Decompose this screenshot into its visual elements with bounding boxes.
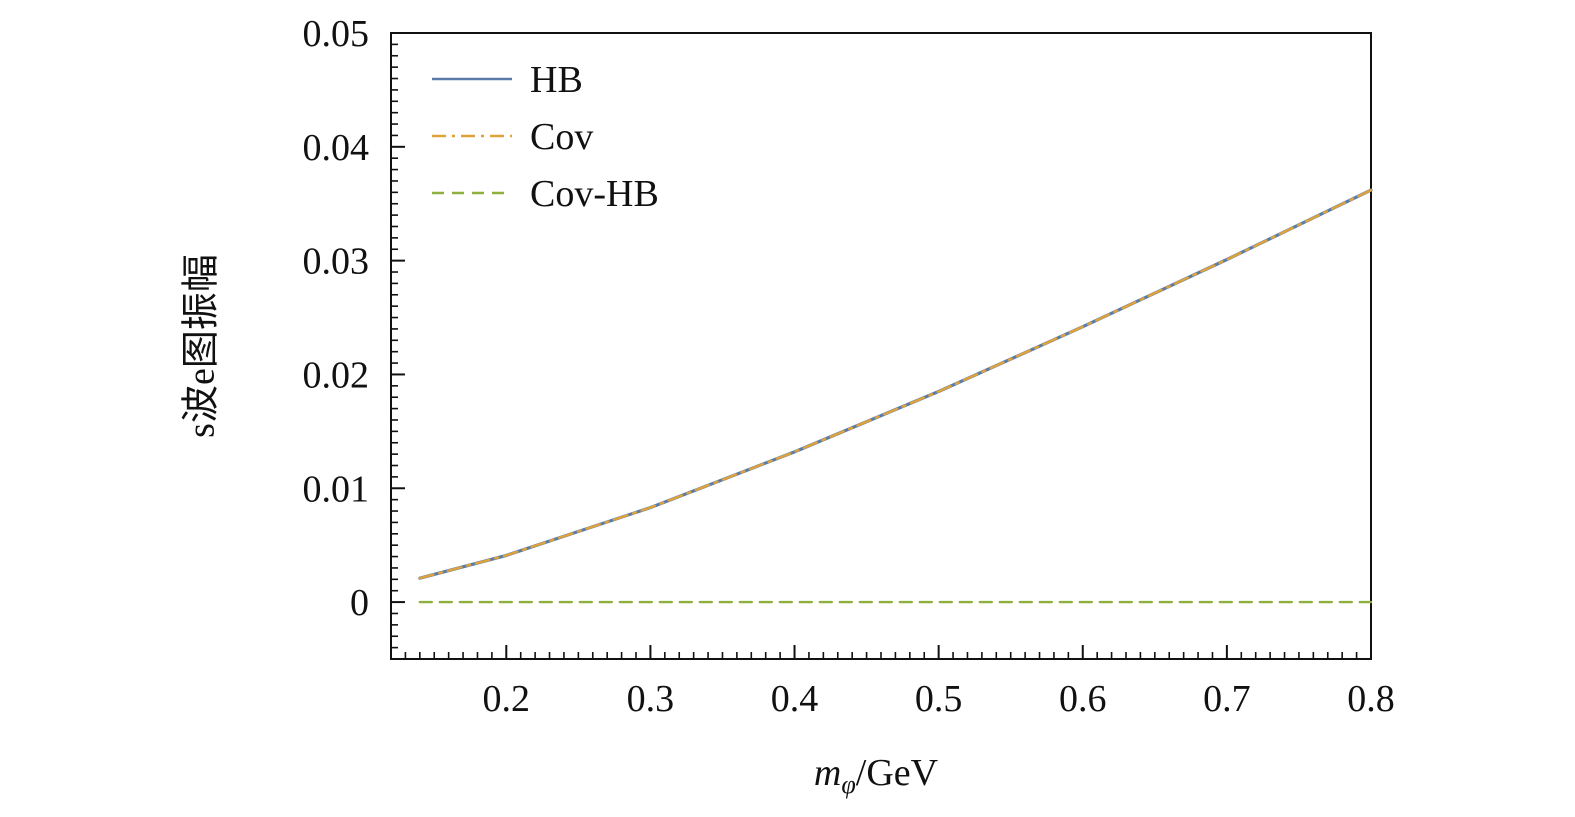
y-axis-label: s波e图振幅 (181, 254, 223, 438)
x-tick-label: 0.8 (1347, 678, 1395, 720)
x-axis-label: mφ/GeV (814, 752, 939, 799)
y-tick-label: 0 (350, 582, 369, 624)
x-tick-label: 0.7 (1203, 678, 1251, 720)
legend-label: Cov (530, 116, 593, 158)
x-tick-label: 0.3 (627, 678, 675, 720)
minor-ticks (391, 43, 1358, 659)
x-axis-label-unit: /GeV (856, 752, 939, 794)
y-tick-label: 0.02 (303, 354, 370, 396)
tick-layer: 0.2 0.3 0.4 0.5 0.6 0.7 0.8 0 0.01 0.02 0.03 0.04 0.… (303, 13, 1395, 720)
x-tick-label: 0.6 (1059, 678, 1107, 720)
legend-label: Cov-HB (530, 173, 659, 215)
series-line-cov (418, 188, 1373, 580)
x-tick-label: 0.5 (915, 678, 963, 720)
x-tick-label: 0.4 (771, 678, 819, 720)
legend-label: HB (530, 59, 583, 101)
x-axis-label-main: m (814, 752, 841, 794)
y-tick-label: 0.05 (303, 13, 370, 55)
legend: HB Cov Cov-HB (432, 59, 659, 215)
y-tick-label: 0.03 (303, 241, 370, 283)
y-tick-label: 0.01 (303, 468, 370, 510)
series-layer (418, 188, 1373, 604)
x-tick-label: 0.2 (483, 678, 531, 720)
x-axis-label-subscript: φ (841, 770, 855, 799)
y-tick-label: 0.04 (303, 127, 370, 169)
